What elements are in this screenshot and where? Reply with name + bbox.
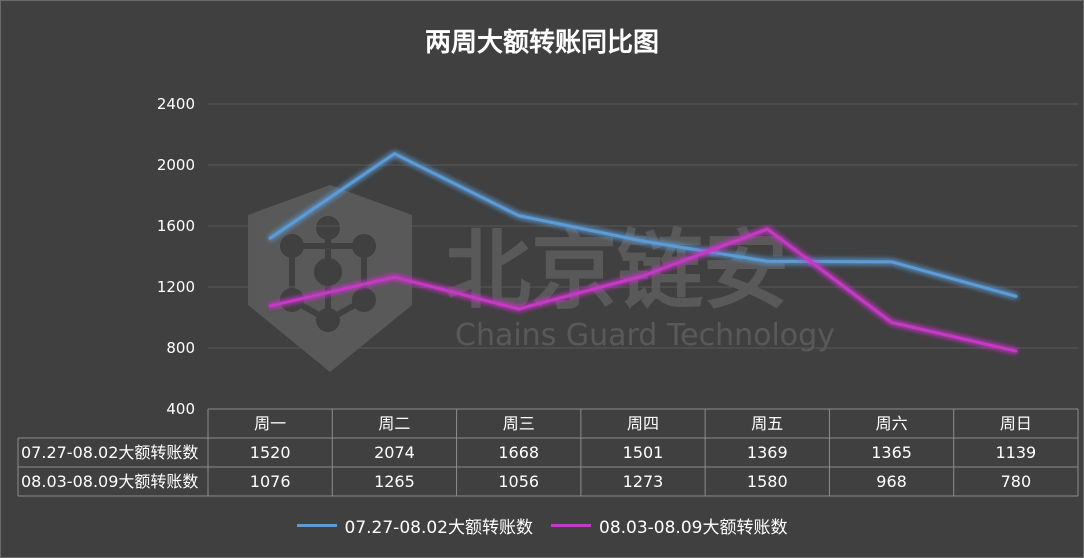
category-label: 周六: [876, 414, 908, 433]
category-label: 周五: [751, 414, 783, 433]
data-point: [765, 227, 769, 231]
data-point: [268, 304, 272, 308]
legend-item-series-2: 08.03-08.09大额转账数: [551, 513, 787, 538]
chart-title: 两周大额转账同比图: [424, 28, 659, 58]
table-row-label: 07.27-08.02大额转账数: [21, 443, 198, 462]
data-point: [517, 307, 521, 311]
data-label: 1139: [995, 443, 1036, 462]
legend-label-series-1: 07.27-08.02大额转账数: [344, 518, 533, 538]
category-label: 周日: [1000, 414, 1032, 433]
category-label: 周四: [627, 414, 659, 433]
data-point: [890, 260, 894, 264]
y-axis-ticks: 2400 2000 1600 1200 800 400: [157, 95, 195, 418]
series-lines: [268, 152, 1018, 353]
data-label: 1369: [747, 443, 788, 462]
legend-swatch-series-1: [296, 524, 337, 527]
data-label: 1365: [871, 443, 912, 462]
data-point: [392, 275, 396, 279]
watermark-text-en: Chains Guard Technology: [455, 318, 835, 353]
y-tick-label: 2000: [157, 156, 195, 174]
data-point: [765, 259, 769, 263]
data-point: [1014, 349, 1018, 353]
data-label: 1273: [623, 472, 664, 491]
y-tick-label: 2400: [157, 95, 195, 113]
data-label: 1580: [747, 472, 788, 491]
grid-lines: [208, 103, 1078, 349]
y-tick-label: 1200: [157, 278, 195, 296]
data-label: 1668: [498, 443, 539, 462]
category-label: 周二: [378, 414, 410, 433]
data-point: [641, 274, 645, 278]
y-tick-label: 800: [166, 339, 195, 357]
category-label: 周三: [503, 414, 535, 433]
legend-item-series-1: 07.27-08.02大额转账数: [296, 513, 533, 538]
data-label: 780: [1001, 472, 1032, 491]
data-point: [1014, 294, 1018, 298]
table-row-label: 08.03-08.09大额转账数: [21, 472, 198, 491]
y-tick-label: 1600: [157, 217, 195, 235]
data-label: 2074: [374, 443, 415, 462]
data-point: [392, 152, 396, 156]
data-label: 1076: [250, 472, 291, 491]
data-point: [517, 214, 521, 218]
legend: 07.27-08.02大额转账数 08.03-08.09大额转账数: [0, 513, 1084, 538]
data-label: 1056: [498, 472, 539, 491]
legend-label-series-2: 08.03-08.09大额转账数: [599, 518, 788, 538]
category-label: 周一: [254, 414, 286, 433]
legend-swatch-series-2: [551, 524, 591, 527]
data-label: 1265: [374, 472, 415, 491]
data-point: [890, 320, 894, 324]
data-point: [641, 239, 645, 243]
data-label: 1501: [623, 443, 664, 462]
data-label: 1520: [250, 443, 291, 462]
data-label: 968: [876, 472, 907, 491]
y-tick-label: 400: [166, 400, 195, 418]
data-point: [268, 236, 272, 240]
watermark-logo: 北京链安 Chains Guard Technology: [248, 185, 835, 372]
data-table: 周一 周二 周三 周四 周五 周六 周日 07.27-08.02大额转账数 1520 2074 16…: [17, 408, 1079, 497]
